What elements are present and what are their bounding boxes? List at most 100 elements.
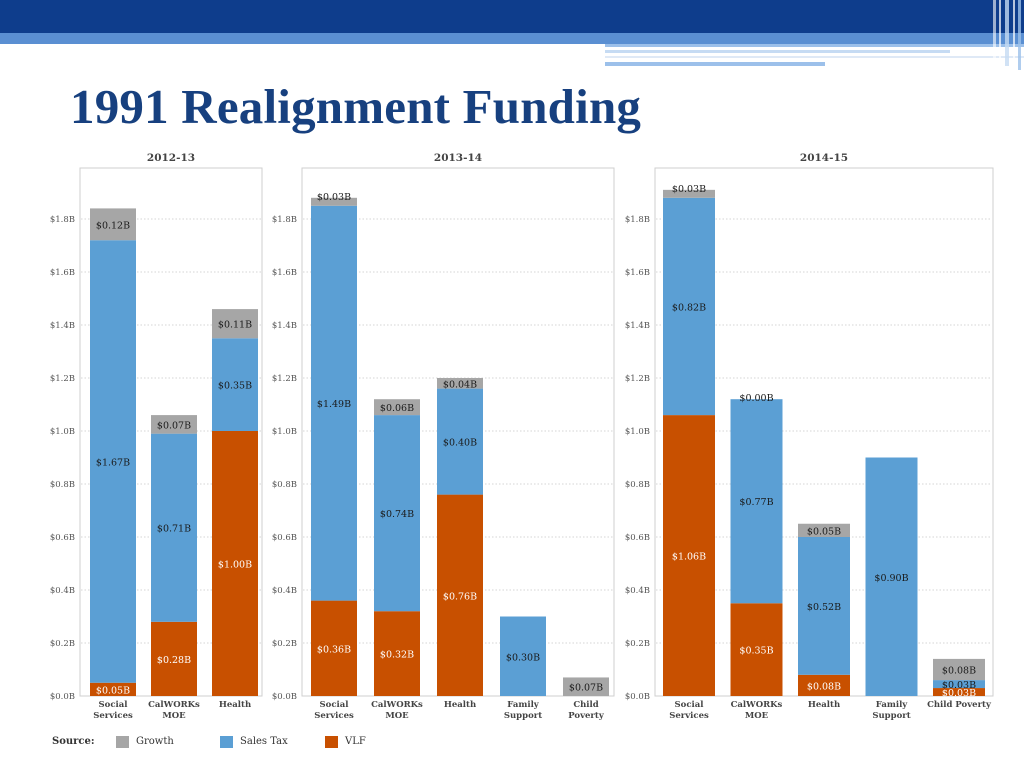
chart-2-category-label: Social Services	[314, 700, 354, 721]
chart-1-data-label-vlf: $0.28B	[157, 655, 191, 666]
chart-1-bar-sales-tax	[90, 240, 136, 683]
chart-2-data-label-sales-tax: $0.30B	[506, 652, 540, 663]
chart-3-data-label-sales-tax: $0.52B	[807, 602, 841, 613]
chart-1-category-label-line: Services	[93, 711, 133, 721]
chart-1-bar-vlf	[212, 431, 258, 696]
legend-label-sales-tax: Sales Tax	[240, 736, 288, 747]
chart-2-category-label: Family Support	[504, 700, 542, 721]
chart-1-data-label-growth: $0.11B	[218, 320, 252, 331]
chart-1-data-label-sales-tax: $0.35B	[218, 381, 252, 392]
chart-3-category-label-line: Social	[675, 700, 705, 710]
chart-3-y-tick-label: $1.8B	[625, 215, 650, 225]
header-vline-2	[999, 0, 1001, 64]
chart-3-category-label-line: Services	[669, 711, 709, 721]
chart-1-bar-growth	[151, 415, 197, 434]
chart-2-category-label-line: CalWORKs	[371, 700, 423, 710]
chart-2-category-label: Child Poverty	[568, 700, 605, 721]
chart-2-category-label: CalWORKs MOE	[371, 700, 423, 721]
chart-2-title: 2013-14	[434, 152, 482, 164]
chart-1-category-label: Social Services	[93, 700, 133, 721]
chart-3-data-label-sales-tax: $0.03B	[942, 680, 976, 691]
chart-1-bar-vlf	[90, 682, 136, 696]
chart-1-data-label-vlf: $0.05B	[96, 685, 130, 696]
chart-1-category-label: Health	[219, 700, 251, 710]
chart-2-data-label-vlf: $0.76B	[443, 591, 477, 602]
chart-1-category-label-line: Health	[219, 700, 251, 710]
chart-1-data-label-growth: $0.12B	[96, 220, 130, 231]
chart-2-bar-vlf	[374, 611, 420, 696]
chart-2-y-tick-label: $1.6B	[272, 268, 297, 278]
chart-3-category-label: CalWORKs MOE	[731, 700, 783, 721]
chart-2-bar-sales-tax	[437, 388, 483, 495]
chart-1-category-label-line: Social	[99, 700, 129, 710]
header-bar-dark	[0, 0, 1024, 33]
chart-3-bar-sales-tax	[730, 399, 783, 604]
chart-1-y-tick-label: $1.6B	[50, 268, 75, 278]
chart-3-category-label-line: CalWORKs	[731, 700, 783, 710]
chart-2-bar-vlf	[437, 494, 483, 696]
chart-3-y-tick-label: $0.6B	[625, 533, 650, 543]
chart-3-y-tick-label: $0.2B	[625, 639, 650, 649]
chart-2-y-tick-label: $0.6B	[272, 533, 297, 543]
header-vline-4	[1013, 0, 1015, 68]
chart-3-y-tick-label: $1.2B	[625, 374, 650, 384]
legend-label-vlf: VLF	[345, 736, 366, 747]
chart-3-category-label-line: Support	[872, 711, 910, 721]
header-vline-5	[1018, 0, 1021, 70]
legend-swatch-vlf	[325, 736, 338, 748]
chart-2-data-label-sales-tax: $0.74B	[380, 509, 414, 520]
chart-1-category-label-line: MOE	[162, 711, 186, 721]
chart-1-y-tick-label: $0.8B	[50, 480, 75, 490]
chart-3-data-label-vlf: $0.03B	[942, 688, 976, 699]
header-bar-light	[0, 33, 1024, 44]
header-vline-1	[993, 0, 996, 60]
chart-3-data-label-vlf: $0.35B	[739, 646, 773, 657]
header-stripe-4	[605, 62, 825, 66]
chart-3-y-tick-label: $0.8B	[625, 480, 650, 490]
chart-3-title: 2014-15	[800, 152, 848, 164]
chart-2-data-label-vlf: $0.32B	[380, 650, 414, 661]
chart-3-y-tick-label: $0.4B	[625, 586, 650, 596]
chart-2-data-label-sales-tax: $1.49B	[317, 399, 351, 410]
legend-source-label: Source:	[52, 736, 95, 747]
chart-3-bar-sales-tax	[933, 680, 985, 689]
chart-1-bar-sales-tax	[212, 338, 258, 431]
chart-1-y-tick-label: $0.6B	[50, 533, 75, 543]
chart-1-category-label: CalWORKs MOE	[148, 700, 200, 721]
chart-2-data-label-vlf: $0.36B	[317, 644, 351, 655]
chart-2-y-tick-label: $0.2B	[272, 639, 297, 649]
chart-3-y-tick-label: $1.0B	[625, 427, 650, 437]
legend-swatch-growth	[116, 736, 129, 748]
chart-1-data-label-growth: $0.07B	[157, 420, 191, 431]
chart-1-bar-vlf	[151, 621, 197, 696]
chart-3-bar-vlf	[798, 674, 850, 696]
chart-3-bar-growth	[798, 523, 850, 537]
chart-3-bar-vlf	[730, 603, 783, 696]
header-vline-3	[1005, 0, 1009, 66]
chart-2-bar-growth	[311, 197, 357, 206]
chart-3-y-tick-label: $1.4B	[625, 321, 650, 331]
chart-1-title: 2012-13	[147, 152, 195, 164]
chart-3-bar-growth	[663, 189, 715, 198]
legend-label-growth: Growth	[136, 736, 174, 747]
chart-2-category-label: Health	[444, 700, 476, 710]
chart-2-y-tick-label: $0.0B	[272, 692, 297, 702]
header-stripe-1	[605, 44, 1024, 47]
chart-2-category-label-line: Health	[444, 700, 476, 710]
chart-3-data-label-growth: $0.00B	[739, 393, 773, 404]
chart-1-category-label-line: CalWORKs	[148, 700, 200, 710]
chart-3-y-tick-label: $0.0B	[625, 692, 650, 702]
chart-3-category-label-line: Health	[808, 700, 840, 710]
chart-2-category-label-line: Poverty	[568, 711, 605, 721]
chart-3-bar-vlf	[663, 415, 715, 696]
header-stripe-3	[605, 56, 1024, 58]
chart-3-category-label: Social Services	[669, 700, 709, 721]
chart-3-bar-growth	[933, 658, 985, 681]
chart-1-bar-growth	[90, 208, 136, 241]
chart-1-bar-growth	[212, 309, 258, 339]
chart-1-data-label-vlf: $1.00B	[218, 560, 252, 571]
chart-3-data-label-growth: $0.03B	[672, 184, 706, 195]
chart-3-category-label: Child Poverty	[927, 700, 992, 710]
chart-2-bar-vlf	[311, 600, 357, 696]
chart-1-y-tick-label: $1.8B	[50, 215, 75, 225]
